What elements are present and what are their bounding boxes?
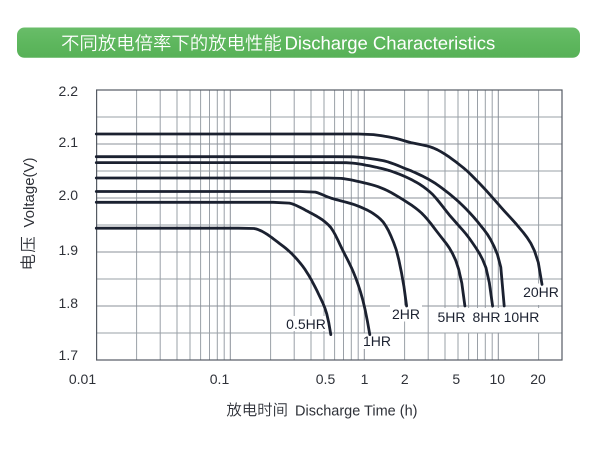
svg-text:1.7: 1.7	[59, 347, 79, 363]
svg-text:5: 5	[452, 371, 460, 387]
svg-text:8HR: 8HR	[472, 309, 500, 325]
svg-text:20HR: 20HR	[523, 284, 559, 300]
svg-text:0.5HR: 0.5HR	[286, 316, 326, 332]
svg-text:1.9: 1.9	[59, 242, 79, 258]
svg-text:Discharge Time (h): Discharge Time (h)	[295, 404, 417, 420]
svg-text:20: 20	[530, 371, 546, 387]
svg-text:2.0: 2.0	[59, 187, 79, 203]
svg-text:0.01: 0.01	[69, 371, 96, 387]
svg-text:10HR: 10HR	[504, 309, 540, 325]
svg-text:2.1: 2.1	[59, 134, 79, 150]
svg-text:1HR: 1HR	[363, 333, 391, 349]
svg-text:10: 10	[490, 371, 506, 387]
svg-text:0.5: 0.5	[316, 371, 336, 387]
svg-text:Discharge Characteristics: Discharge Characteristics	[285, 33, 496, 54]
svg-text:1.8: 1.8	[59, 295, 79, 311]
svg-text:1: 1	[361, 371, 369, 387]
svg-text:0.1: 0.1	[210, 371, 230, 387]
svg-text:2.2: 2.2	[59, 83, 79, 99]
svg-text:2HR: 2HR	[392, 306, 420, 322]
svg-text:Voltage(V): Voltage(V)	[21, 157, 38, 227]
svg-text:5HR: 5HR	[437, 309, 465, 325]
svg-text:2: 2	[401, 371, 409, 387]
